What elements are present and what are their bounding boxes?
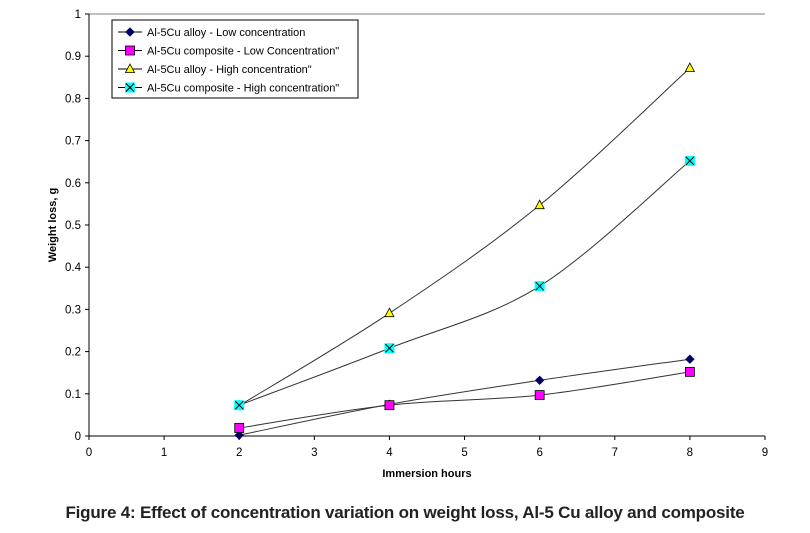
y-tick-label: 0.4 [65, 262, 82, 274]
data-point [234, 400, 245, 411]
data-point [384, 343, 395, 354]
data-point [534, 375, 545, 386]
data-point [684, 62, 696, 72]
series-3 [234, 62, 696, 410]
legend-item: Al-5Cu alloy - Low concentration [118, 27, 305, 39]
data-point [234, 430, 244, 440]
legend: Al-5Cu alloy - Low concentration Al-5Cu c… [111, 19, 359, 99]
series-1 [234, 354, 695, 440]
y-tick-label: 1 [75, 9, 81, 21]
x-axis-title: Immersion hours [382, 468, 471, 480]
legend-label: Al-5Cu alloy - High concentration" [147, 64, 312, 76]
x-tick-label: 4 [386, 447, 393, 459]
legend-box [111, 19, 359, 99]
x-tick-label: 0 [86, 447, 92, 459]
data-point [685, 354, 695, 364]
data-point [684, 155, 695, 166]
y-tick-label: 0.6 [65, 178, 81, 190]
x-tick-label: 9 [762, 447, 768, 459]
data-point [384, 400, 395, 411]
axes: 0 0.1 0.2 0.3 0.4 0.5 0.6 0.7 0.8 0.9 1 0 1 2 3 4 5 6 7 8 9 [65, 9, 768, 459]
x-tick-label: 6 [536, 447, 542, 459]
y-tick-label: 0.2 [65, 347, 81, 359]
x-tick-label: 8 [687, 447, 693, 459]
legend-item: Al-5Cu composite - Low Concentration" [118, 46, 339, 58]
legend-label: Al-5Cu composite - High concentration" [147, 83, 339, 95]
x-tick-label: 3 [311, 447, 317, 459]
legend-label: Al-5Cu alloy - Low concentration [147, 27, 305, 39]
x-tick-label: 7 [612, 447, 618, 459]
y-tick-label: 0.8 [65, 93, 81, 105]
legend-marker [125, 27, 135, 37]
y-tick-label: 0.3 [65, 304, 81, 316]
series-line [239, 160, 691, 406]
x-tick-label: 1 [161, 447, 167, 459]
y-tick-label: 0.7 [65, 136, 81, 148]
series-line [239, 358, 690, 436]
data-point [384, 307, 395, 318]
y-tick-label: 0 [75, 431, 81, 443]
y-tick-label: 0.9 [65, 51, 81, 63]
series-line [238, 67, 691, 407]
y-axis-title: Weight loss, g [47, 188, 59, 262]
data-point [534, 281, 545, 292]
legend-item: Al-5Cu composite - High concentration" [118, 82, 339, 95]
series-layer [234, 62, 696, 440]
series-2 [234, 366, 695, 433]
legend-label: Al-5Cu composite - Low Concentration" [147, 46, 339, 58]
legend-marker [125, 82, 135, 93]
data-point [234, 423, 245, 433]
legend-marker [124, 63, 136, 73]
data-point [534, 390, 545, 400]
x-tick-label: 5 [461, 447, 467, 459]
data-point [534, 199, 545, 210]
legend-item: Al-5Cu alloy - High concentration" [118, 63, 312, 76]
data-point [684, 366, 695, 377]
series-4 [234, 155, 695, 411]
line-chart: 00.10.20.30.40.50.60.70.80.910 1 2 3 4 5 6 7 8 9 … [47, 9, 768, 480]
y-tick-label: 0.5 [65, 220, 81, 232]
x-tick-label: 2 [236, 447, 242, 459]
figure-caption: Figure 4: Effect of concentration variat… [65, 503, 745, 522]
y-tick-label: 0.1 [65, 389, 81, 401]
series-line [239, 371, 690, 429]
legend-marker [125, 45, 135, 56]
